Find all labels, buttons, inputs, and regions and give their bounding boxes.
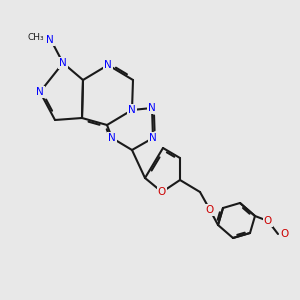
- Text: N: N: [108, 133, 116, 143]
- Text: N: N: [36, 87, 44, 97]
- Text: N: N: [148, 103, 156, 113]
- Text: CH₃: CH₃: [27, 32, 44, 41]
- Text: N: N: [46, 35, 54, 45]
- Text: O: O: [264, 216, 272, 226]
- Text: O: O: [206, 205, 214, 215]
- Text: N: N: [59, 58, 67, 68]
- Text: N: N: [104, 60, 112, 70]
- Text: N: N: [149, 133, 157, 143]
- Text: O: O: [158, 187, 166, 197]
- Text: N: N: [128, 105, 136, 115]
- Text: O: O: [280, 229, 288, 239]
